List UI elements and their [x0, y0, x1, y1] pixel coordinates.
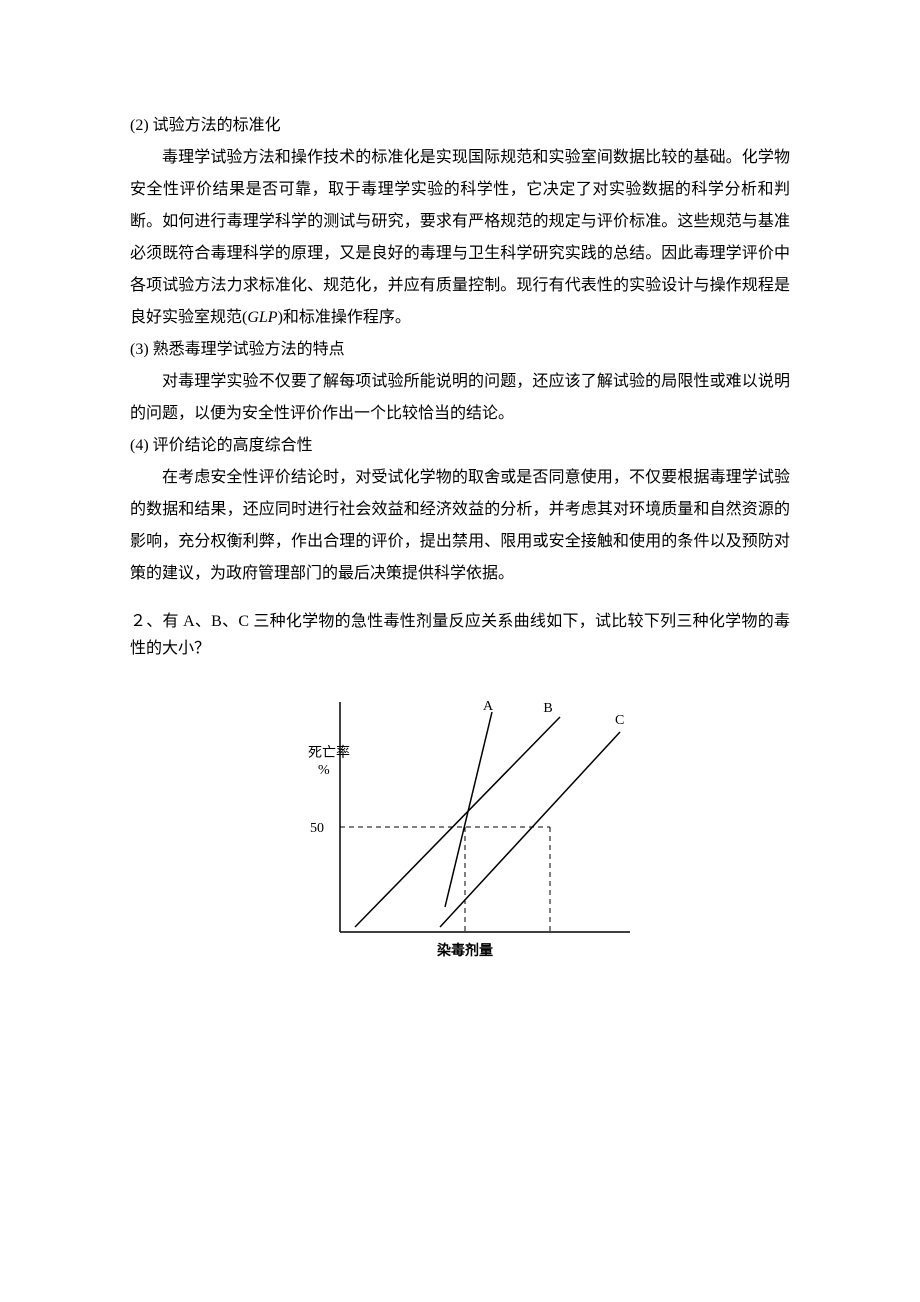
- line-b: [355, 717, 560, 927]
- label-b: B: [543, 701, 552, 716]
- section-3-label: (3) 熟悉毒理学试验方法的特点: [130, 341, 345, 358]
- y-label-line2: %: [318, 763, 330, 778]
- section-4-heading: (4) 评价结论的高度综合性: [130, 430, 790, 462]
- label-a: A: [483, 699, 494, 714]
- x-axis-label: 染毒剂量: [437, 942, 493, 959]
- document-page: (2) 试验方法的标准化 毒理学试验方法和操作技术的标准化是实现国际规范和实验室…: [0, 0, 920, 1022]
- line-c: [440, 732, 620, 927]
- chart-svg: A B C 死亡率 % 50 染毒剂量: [270, 682, 650, 962]
- section-2-label: (2) 试验方法的标准化: [130, 117, 281, 134]
- section-4-body: 在考虑安全性评价结论时，对受试化学物的取舍或是否同意使用，不仅要根据毒理学试验的…: [130, 462, 790, 590]
- y-label-line1: 死亡率: [308, 744, 350, 761]
- section-2-body: 毒理学试验方法和操作技术的标准化是实现国际规范和实验室间数据比较的基础。化学物安…: [130, 142, 790, 334]
- section-4-label: (4) 评价结论的高度综合性: [130, 437, 313, 454]
- label-c: C: [615, 713, 624, 728]
- section-2-heading: (2) 试验方法的标准化: [130, 110, 790, 142]
- section-3-heading: (3) 熟悉毒理学试验方法的特点: [130, 334, 790, 366]
- y-tick-50: 50: [310, 821, 324, 836]
- dose-response-chart: A B C 死亡率 % 50 染毒剂量: [130, 682, 790, 962]
- section-3-body: 对毒理学实验不仅要了解每项试验所能说明的问题，还应该了解试验的局限性或难以说明的…: [130, 366, 790, 430]
- question-2-text: ２、有 A、B、C 三种化学物的急性毒性剂量反应关系曲线如下，试比较下列三种化学…: [130, 608, 790, 662]
